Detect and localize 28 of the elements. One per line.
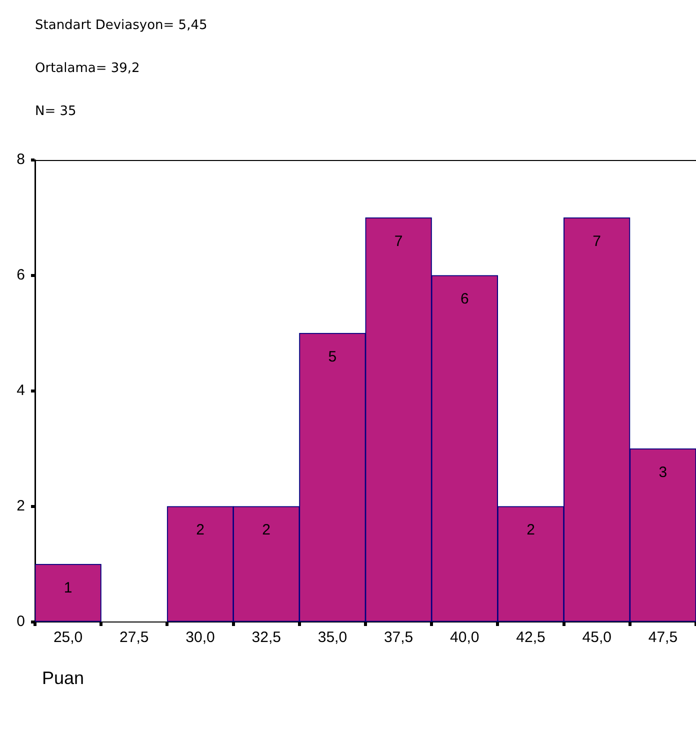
y-tick-label: 0 xyxy=(16,613,25,630)
x-tick-label: 40,0 xyxy=(450,629,480,646)
data-label: 5 xyxy=(328,348,337,366)
x-tick-label: 27,5 xyxy=(120,629,149,646)
data-label: 2 xyxy=(262,522,271,539)
x-tick-label: 30,0 xyxy=(186,629,215,646)
text: Standart Deviasyon= 5,45 xyxy=(35,18,208,33)
x-tick-label: 35,0 xyxy=(318,629,348,646)
data-label: 7 xyxy=(592,232,602,250)
x-tick-label: 47,5 xyxy=(648,629,678,646)
y-tick-label: 4 xyxy=(16,382,25,400)
x-tick-label: 42,5 xyxy=(516,629,546,646)
data-label: 6 xyxy=(460,290,469,308)
x-tick-label: 32,5 xyxy=(252,629,281,646)
x-tick-label: 37,5 xyxy=(384,629,414,646)
x-tick-label: 45,0 xyxy=(582,629,612,646)
data-label: 3 xyxy=(658,464,668,481)
data-label: 7 xyxy=(394,232,403,250)
y-tick-label: 2 xyxy=(16,498,25,515)
text: N= 35 xyxy=(35,104,76,119)
x-tick-label: 25,0 xyxy=(53,629,83,646)
data-label: 1 xyxy=(64,579,72,596)
x-axis-title: Puan xyxy=(42,668,84,689)
data-label: 2 xyxy=(196,522,204,539)
y-tick-label: 8 xyxy=(16,151,25,168)
y-tick-label: 6 xyxy=(16,266,25,284)
data-label: 2 xyxy=(526,522,535,539)
text: Ortalama= 39,2 xyxy=(35,61,140,76)
